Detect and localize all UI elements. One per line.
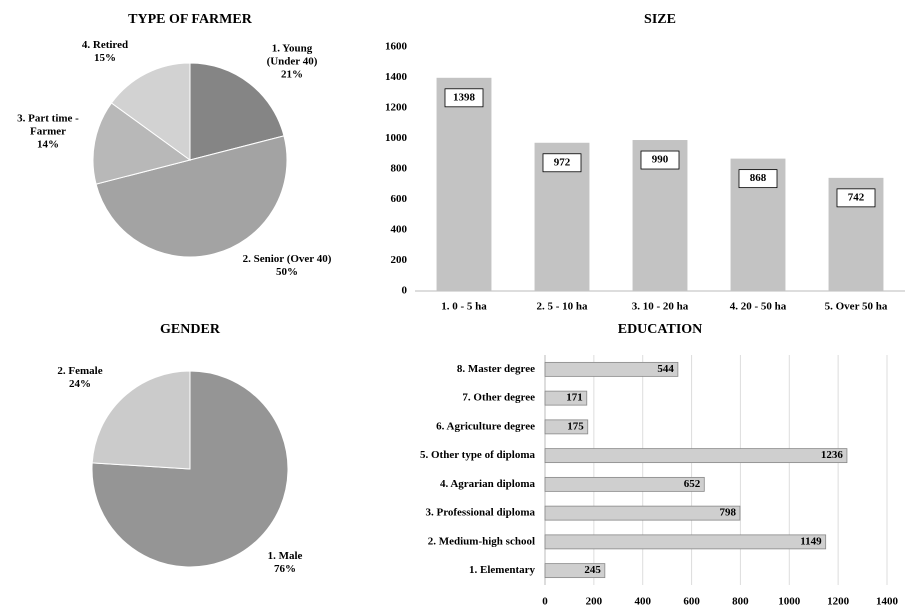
pie-slice (189, 62, 285, 161)
data-label: 245 (584, 564, 601, 576)
data-label: 544 (657, 363, 674, 375)
slice-name: 2. Senior (Over 40) (242, 253, 332, 265)
y-tick-label: 3. Professional diploma (425, 507, 535, 519)
y-tick-label: 600 (391, 193, 408, 205)
y-tick-label: 0 (402, 285, 408, 297)
x-tick-label: 5. Over 50 ha (825, 301, 888, 313)
y-tick-label: 800 (391, 163, 408, 175)
slice-percent: 50% (276, 266, 298, 278)
slice-label: 4. Retired 15% (65, 39, 145, 65)
bar (544, 361, 679, 377)
x-tick-label: 1200 (827, 596, 850, 605)
pie-slice (92, 102, 192, 185)
slice-name: 2. Female (57, 365, 103, 377)
slice-label: 2. Female 24% (40, 365, 120, 391)
x-tick-label: 1000 (778, 596, 801, 605)
y-tick-label: 5. Other type of diploma (420, 449, 535, 461)
data-label: 1149 (800, 535, 822, 547)
slice-label: 2. Senior (Over 40) 50% (237, 253, 337, 279)
x-tick-label: 0 (542, 596, 548, 605)
data-label-box (640, 150, 680, 170)
y-tick-label: 8. Master degree (457, 363, 535, 375)
chart-title: GENDER (160, 322, 221, 337)
y-tick-label: 400 (391, 224, 408, 236)
chart-title: SIZE (644, 12, 676, 27)
x-tick-label: 800 (732, 596, 749, 605)
slice-percent: 14% (37, 138, 59, 151)
data-label: 171 (566, 392, 583, 404)
y-tick-label: 1000 (385, 132, 408, 144)
y-tick-label: 7. Other degree (462, 392, 535, 404)
slice-name: 1. Young (Under 40) (266, 42, 318, 68)
pie-slice (95, 135, 288, 258)
slice-percent: 15% (94, 52, 116, 64)
data-label-box (444, 88, 484, 108)
x-tick-label: 4. 20 - 50 ha (730, 301, 787, 313)
data-label-box (542, 153, 582, 173)
bar (544, 505, 741, 521)
data-label: 1398 (453, 91, 476, 103)
x-tick-label: 200 (586, 596, 603, 605)
chart-title: TYPE OF FARMER (128, 12, 253, 27)
data-label: 972 (554, 156, 571, 168)
bar (544, 390, 588, 406)
y-tick-label: 1400 (385, 71, 408, 83)
y-tick-label: 4. Agrarian diploma (440, 478, 536, 490)
x-tick-label: 2. 5 - 10 ha (536, 301, 588, 313)
bar (544, 534, 827, 550)
x-tick-label: 1400 (876, 596, 899, 605)
y-tick-label: 2. Medium-high school (428, 535, 535, 547)
bar (544, 448, 848, 464)
slice-percent: 21% (281, 68, 303, 81)
slice-name: 1. Male (267, 550, 303, 562)
x-tick-label: 1. 0 - 5 ha (441, 301, 487, 313)
x-tick-label: 400 (634, 596, 651, 605)
y-tick-label: 1200 (385, 102, 408, 114)
data-label: 1236 (821, 449, 844, 461)
slice-label: 1. Young (Under 40) 21% (256, 43, 328, 82)
chart-title: EDUCATION (618, 322, 703, 337)
data-label: 798 (719, 507, 736, 519)
slice-percent: 24% (69, 378, 91, 390)
slice-label: 1. Male 76% (245, 550, 325, 576)
data-label: 868 (750, 172, 767, 184)
pie-slice (91, 370, 191, 470)
y-tick-label: 200 (391, 254, 408, 266)
data-label: 652 (684, 478, 701, 490)
data-label: 742 (848, 191, 865, 203)
pie-slice (110, 62, 191, 161)
bar (544, 563, 606, 579)
data-label: 175 (567, 420, 584, 432)
x-tick-label: 3. 10 - 20 ha (632, 301, 689, 313)
y-tick-label: 6. Agriculture degree (436, 420, 535, 432)
data-label-box (738, 169, 778, 189)
slice-percent: 76% (274, 563, 296, 575)
slice-name: 4. Retired (81, 39, 129, 51)
data-label-box (836, 188, 876, 208)
slice-name: 3. Part time - Farmer (17, 112, 79, 138)
bar (436, 77, 492, 292)
bar (544, 419, 589, 435)
data-label: 990 (652, 154, 669, 166)
y-tick-label: 1. Elementary (469, 564, 535, 576)
y-tick-label: 1600 (385, 41, 408, 53)
x-tick-label: 600 (683, 596, 700, 605)
slice-label: 3. Part time - Farmer 14% (2, 113, 94, 152)
bar (544, 476, 705, 492)
